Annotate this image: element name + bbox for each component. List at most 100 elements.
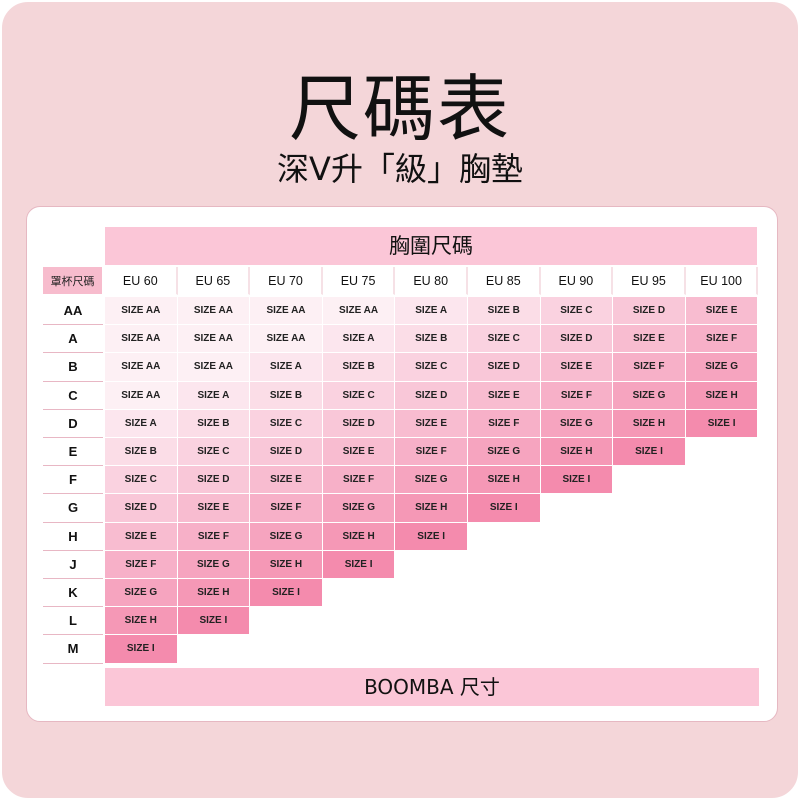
size-cell: SIZE F	[613, 353, 686, 382]
row-header: B	[43, 353, 103, 382]
size-cell: SIZE I	[613, 438, 686, 467]
size-cell: SIZE E	[395, 409, 468, 438]
size-cell: SIZE G	[177, 550, 251, 579]
column-header: EU 75	[322, 267, 396, 295]
size-cell: SIZE AA	[177, 297, 251, 326]
size-cell: SIZE G	[685, 353, 759, 382]
size-cell: SIZE E	[105, 522, 178, 551]
row-header: C	[43, 381, 103, 410]
size-cell: SIZE A	[250, 353, 323, 382]
size-cell: SIZE AA	[105, 297, 178, 326]
size-cell: SIZE F	[468, 409, 541, 438]
size-cell: SIZE I	[105, 635, 178, 664]
size-cell: SIZE H	[105, 607, 178, 636]
size-cell: SIZE G	[468, 438, 541, 467]
size-cell: SIZE F	[395, 438, 468, 467]
size-cell: SIZE B	[250, 381, 323, 410]
page-subtitle: 深V升「級」胸墊	[277, 150, 523, 188]
size-cell: SIZE E	[685, 297, 759, 326]
size-cell: SIZE H	[250, 550, 323, 579]
row-header: D	[43, 409, 103, 438]
band-size-header: 胸圍尺碼	[105, 227, 757, 265]
column-header: EU 100	[685, 267, 759, 295]
size-cell: SIZE H	[468, 466, 541, 495]
column-header: EU 90	[540, 267, 614, 295]
size-cell: SIZE C	[250, 409, 323, 438]
size-table-card: 胸圍尺碼 罩杯尺碼 EU 60 EU 65 EU 70 EU 75 EU 80 EU 85 E…	[26, 206, 778, 722]
column-header: EU 60	[105, 267, 178, 295]
row-header: J	[43, 550, 103, 579]
size-cell: SIZE AA	[322, 297, 396, 326]
size-cell: SIZE F	[540, 381, 614, 410]
column-header: EU 85	[468, 267, 541, 295]
size-cell: SIZE H	[395, 494, 468, 523]
size-cell: SIZE D	[468, 353, 541, 382]
size-cell: SIZE B	[468, 297, 541, 326]
row-header: G	[43, 494, 103, 523]
row-header: AA	[43, 297, 103, 326]
size-cell: SIZE I	[685, 409, 759, 438]
size-cell: SIZE C	[322, 381, 396, 410]
size-cell: SIZE AA	[105, 325, 178, 354]
size-cell: SIZE C	[177, 438, 251, 467]
size-cell: SIZE I	[540, 466, 614, 495]
size-cell: SIZE F	[322, 466, 396, 495]
size-cell: SIZE H	[322, 522, 396, 551]
size-cell: SIZE AA	[250, 297, 323, 326]
row-header: F	[43, 466, 103, 495]
size-cell: SIZE H	[685, 381, 759, 410]
size-cell: SIZE F	[177, 522, 251, 551]
size-cell: SIZE G	[250, 522, 323, 551]
size-cell: SIZE D	[613, 297, 686, 326]
size-cell: SIZE B	[322, 353, 396, 382]
size-cell: SIZE A	[322, 325, 396, 354]
size-cell: SIZE B	[395, 325, 468, 354]
size-cell: SIZE AA	[177, 325, 251, 354]
size-cell: SIZE H	[177, 579, 251, 608]
size-cell: SIZE E	[613, 325, 686, 354]
size-cell: SIZE C	[395, 353, 468, 382]
size-cell: SIZE H	[613, 409, 686, 438]
size-cell: SIZE AA	[177, 353, 251, 382]
page-title: 尺碼表	[288, 67, 511, 151]
row-header: K	[43, 579, 103, 608]
size-cell: SIZE D	[322, 409, 396, 438]
size-cell: SIZE AA	[105, 381, 178, 410]
size-cell: SIZE AA	[105, 353, 178, 382]
row-header: M	[43, 635, 103, 664]
size-cell: SIZE B	[177, 409, 251, 438]
size-cell: SIZE AA	[250, 325, 323, 354]
size-cell: SIZE I	[395, 522, 468, 551]
cup-size-label: 罩杯尺碼	[43, 267, 103, 295]
size-cell: SIZE I	[322, 550, 396, 579]
size-cell: SIZE E	[540, 353, 614, 382]
size-cell: SIZE D	[540, 325, 614, 354]
size-cell: SIZE F	[105, 550, 178, 579]
size-cell: SIZE C	[105, 466, 178, 495]
row-header: L	[43, 607, 103, 636]
size-cell: SIZE I	[250, 579, 323, 608]
size-cell: SIZE C	[540, 297, 614, 326]
size-cell: SIZE D	[250, 438, 323, 467]
size-cell: SIZE G	[613, 381, 686, 410]
size-cell: SIZE G	[395, 466, 468, 495]
size-cell: SIZE G	[105, 579, 178, 608]
size-cell: SIZE C	[468, 325, 541, 354]
size-cell: SIZE H	[540, 438, 614, 467]
size-cell: SIZE E	[250, 466, 323, 495]
size-cell: SIZE F	[250, 494, 323, 523]
size-cell: SIZE B	[105, 438, 178, 467]
size-cell: SIZE E	[177, 494, 251, 523]
size-cell: SIZE G	[322, 494, 396, 523]
column-header: EU 70	[250, 267, 323, 295]
row-header: H	[43, 522, 103, 551]
row-header: E	[43, 438, 103, 467]
size-cell: SIZE G	[540, 409, 614, 438]
size-cell: SIZE D	[395, 381, 468, 410]
size-cell: SIZE D	[177, 466, 251, 495]
column-header: EU 65	[177, 267, 251, 295]
size-cell: SIZE A	[395, 297, 468, 326]
size-cell: SIZE A	[105, 409, 178, 438]
boomba-size-footer: BOOMBA 尺寸	[105, 668, 759, 706]
